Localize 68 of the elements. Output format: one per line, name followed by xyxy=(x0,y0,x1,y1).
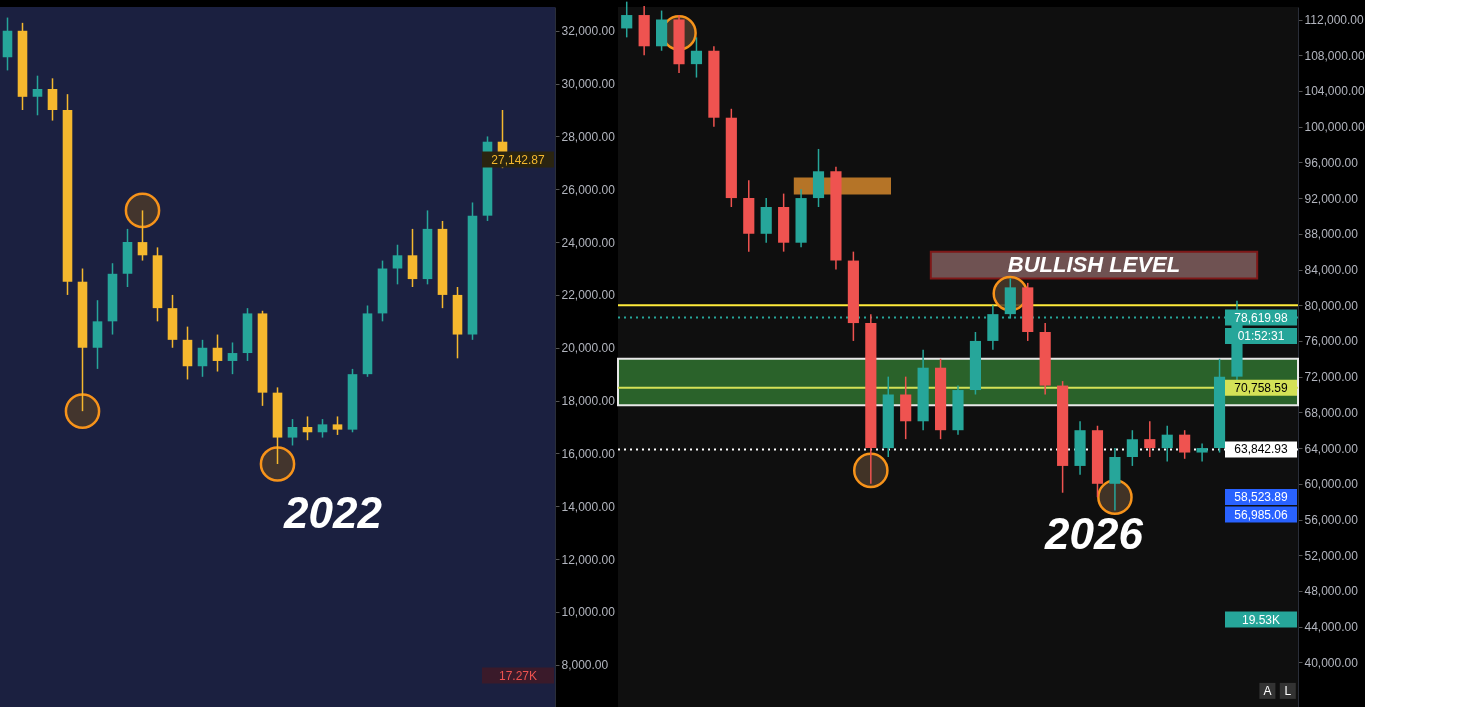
y-tick-label: 80,000.00 xyxy=(1304,298,1359,313)
y-tick-label: 108,000.00 xyxy=(1304,48,1365,63)
candlestick xyxy=(287,418,298,447)
y-tick-label: 48,000.00 xyxy=(1304,584,1359,599)
text: A xyxy=(1263,683,1272,698)
y-tick-label: 104,000.00 xyxy=(1304,84,1365,99)
candlestick xyxy=(1161,425,1173,463)
band-label: BULLISH LEVEL xyxy=(1007,252,1181,278)
y-tick-label: 40,000.00 xyxy=(1304,655,1359,670)
candlestick xyxy=(332,415,343,436)
y-tick-label: 8,000.00 xyxy=(561,658,609,673)
y-tick-label: 12,000.00 xyxy=(561,552,616,567)
y-tick-label: 52,000.00 xyxy=(1304,548,1359,563)
candlestick xyxy=(1144,420,1156,458)
y-tick-label: 44,000.00 xyxy=(1304,620,1359,635)
candlestick xyxy=(47,77,58,122)
annotation: 56,985.06 xyxy=(1234,507,1289,522)
text: L xyxy=(1284,683,1292,698)
y-tick-label: 88,000.00 xyxy=(1304,227,1359,242)
annotation: 17.27K xyxy=(498,668,538,683)
point xyxy=(1097,479,1133,515)
annotation: 27,142.87 xyxy=(491,152,546,167)
annotation: 2026 xyxy=(1044,508,1144,558)
y-tick-label: 56,000.00 xyxy=(1304,513,1359,527)
y-tick-label: 16,000.00 xyxy=(561,446,616,461)
y-tick-label: 92,000.00 xyxy=(1304,191,1359,206)
candlestick xyxy=(690,36,703,79)
y-tick-label: 18,000.00 xyxy=(561,394,616,409)
y-tick-label: 28,000.00 xyxy=(561,129,616,144)
y-tick-label: 100,000.00 xyxy=(1304,120,1365,135)
annotation: 19.53K xyxy=(1241,612,1281,627)
annotation: 01:52:31 xyxy=(1237,329,1285,343)
candlestick xyxy=(1179,429,1191,460)
candlestick xyxy=(227,341,238,375)
point xyxy=(852,452,889,489)
candlestick xyxy=(212,333,223,373)
point xyxy=(64,393,101,429)
annotation: 58,523.89 xyxy=(1234,490,1289,504)
y-tick-label: 22,000.00 xyxy=(561,288,616,303)
ref-line-label: 70,758.59 xyxy=(1234,380,1289,395)
point xyxy=(124,192,161,229)
y-tick-label: 68,000.00 xyxy=(1304,405,1359,420)
y-tick-label: 24,000.00 xyxy=(561,235,616,250)
candlestick xyxy=(1126,429,1138,467)
y-tick-label: 60,000.00 xyxy=(1304,477,1359,492)
y-tick-label: 14,000.00 xyxy=(561,499,616,514)
candlestick xyxy=(392,243,403,286)
y-tick-label: 20,000.00 xyxy=(561,341,616,356)
y-tick-label: 10,000.00 xyxy=(561,605,616,620)
candlestick xyxy=(407,228,418,288)
y-tick-label: 64,000.00 xyxy=(1304,441,1359,456)
y-tick-label: 32,000.00 xyxy=(561,24,616,39)
annotation: 2022 xyxy=(283,487,383,537)
candlestick xyxy=(317,418,328,439)
y-tick-label: 26,000.00 xyxy=(561,182,616,197)
candlestick xyxy=(137,209,148,262)
candlestick xyxy=(32,74,43,117)
candlestick xyxy=(621,0,633,39)
y-tick-label: 76,000.00 xyxy=(1304,334,1359,349)
y-tick-label: 30,000.00 xyxy=(561,77,616,92)
y-tick-label: 72,000.00 xyxy=(1304,370,1359,385)
y-tick-label: 112,000.00 xyxy=(1304,13,1364,27)
y-tick-label: 84,000.00 xyxy=(1304,263,1359,277)
ref-line-label: 63,842.93 xyxy=(1234,442,1289,457)
ref-line-label: 78,619.98 xyxy=(1234,310,1289,325)
candlestick xyxy=(197,339,208,378)
point xyxy=(259,446,296,482)
y-tick-label: 96,000.00 xyxy=(1304,155,1359,170)
